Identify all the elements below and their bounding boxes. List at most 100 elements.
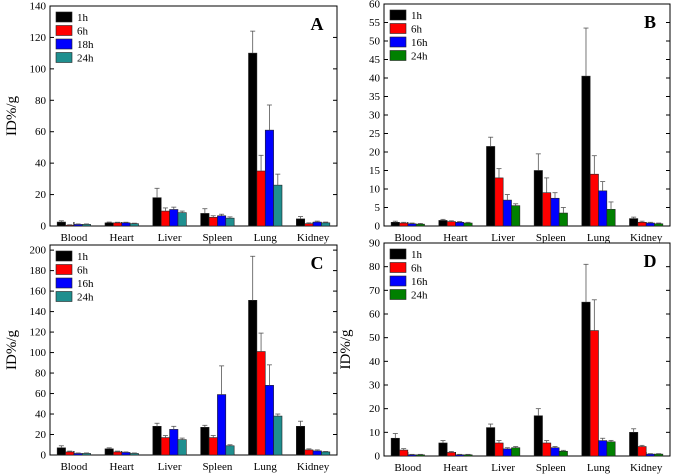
legend-swatch-6h: [389, 23, 407, 34]
bar-6h-spleen: [542, 192, 552, 227]
plot-frame: [49, 5, 338, 227]
legend-label-1h: 1h: [77, 12, 89, 24]
chart-panel-a: 0 20 40 60 80 100 120 140 ID%/g Blood Heart Liver Sp…: [4, 1, 338, 244]
bar-24h-heart: [129, 453, 139, 456]
bar-6h-blood: [399, 222, 409, 227]
y-tick-label: 60: [35, 388, 47, 400]
x-tick-label: Liver: [158, 461, 182, 473]
legend-swatch-6h: [55, 264, 73, 275]
bar-16h-heart: [455, 222, 465, 227]
y-tick-label: 60: [35, 126, 47, 138]
legend-swatch-1h: [389, 248, 407, 260]
y-tick-label: 20: [369, 147, 381, 159]
bar-6h-heart: [113, 222, 123, 227]
x-tick-label: Heart: [110, 461, 134, 473]
y-tick-label: 140: [30, 306, 47, 318]
x-tick-label: Spleen: [536, 232, 566, 244]
bar-6h-kidney: [304, 449, 314, 456]
bar-1h-liver: [486, 427, 496, 457]
bar-24h-blood: [415, 454, 425, 457]
legend-swatch-18h: [55, 38, 73, 50]
x-tick-label: Liver: [491, 232, 515, 244]
bar-6h-liver: [160, 210, 170, 227]
x-tick-label: Liver: [158, 232, 182, 244]
x-tick-label: Kidney: [630, 232, 663, 244]
bar-6h-liver: [160, 437, 170, 456]
bar-16h-spleen: [550, 447, 560, 457]
bar-6h-heart: [446, 221, 456, 227]
bar-6h-spleen: [208, 437, 218, 456]
bar-16h-lung: [598, 190, 608, 227]
y-axis-label: ID%/g: [4, 96, 20, 136]
panel-letter: A: [311, 14, 324, 34]
y-tick-label: 0: [41, 221, 47, 233]
bar-6h-lung: [589, 330, 599, 457]
bar-24h-spleen: [558, 450, 568, 457]
legend-swatch-16h: [389, 36, 407, 48]
bar-1h-spleen: [533, 170, 543, 227]
bar-1h-lung: [581, 301, 591, 457]
y-tick-label: 35: [369, 91, 381, 103]
bar-18h-liver: [169, 209, 179, 227]
legend-swatch-1h: [389, 9, 407, 21]
legend-swatch-24h: [389, 50, 407, 61]
bar-6h-lung: [589, 173, 599, 227]
x-tick-label: Lung: [254, 461, 278, 473]
bar-6h-spleen: [542, 442, 552, 457]
panel-letter: B: [644, 12, 656, 32]
legend-label-1h: 1h: [411, 10, 423, 22]
y-tick-label: 100: [30, 63, 47, 75]
y-tick-label: 200: [30, 245, 47, 257]
y-tick-label: 60: [369, 0, 381, 11]
bar-16h-blood: [407, 454, 417, 457]
bar-24h-liver: [511, 205, 521, 227]
bar-24h-liver: [511, 447, 521, 457]
bar-18h-heart: [121, 222, 131, 227]
y-axis-label: ID%/g: [4, 330, 20, 370]
legend-swatch-1h: [55, 11, 73, 23]
y-tick-label: 30: [369, 380, 381, 392]
legend-swatch-1h: [55, 250, 73, 262]
bar-24h-kidney: [321, 451, 331, 456]
legend-swatch-6h: [55, 25, 73, 36]
x-tick-label: Kidney: [630, 462, 663, 474]
y-tick-label: 40: [35, 409, 47, 421]
legend-swatch-16h: [389, 275, 407, 287]
legend-label-1h: 1h: [77, 251, 89, 263]
x-tick-label: Heart: [443, 462, 467, 474]
bar-1h-liver: [486, 146, 496, 227]
bar-16h-blood: [407, 223, 417, 227]
y-tick-label: 80: [369, 261, 381, 273]
bar-1h-liver: [152, 197, 162, 227]
chart-panel-d: 0 10 20 30 40 50 60 70 80 90 ID%/g Blood Heart Liver S…: [338, 238, 671, 474]
bar-16h-liver: [502, 448, 512, 457]
y-tick-label: 40: [369, 356, 381, 368]
bar-16h-spleen: [217, 394, 227, 456]
legend-label-24h: 24h: [411, 290, 428, 302]
y-tick-label: 20: [35, 429, 47, 441]
y-tick-label: 0: [375, 221, 381, 233]
bar-16h-spleen: [550, 197, 560, 227]
bar-18h-spleen: [217, 215, 227, 227]
y-tick-label: 120: [30, 327, 47, 339]
bar-1h-spleen: [200, 213, 210, 227]
bar-6h-blood: [65, 224, 75, 227]
bar-16h-heart: [455, 454, 465, 457]
y-tick-label: 40: [35, 158, 47, 170]
plot-frame: [383, 242, 671, 457]
bar-16h-kidney: [312, 450, 322, 456]
bar-24h-heart: [463, 222, 473, 227]
bar-6h-liver: [494, 177, 504, 227]
bar-1h-kidney: [629, 218, 639, 227]
y-tick-label: 120: [30, 32, 47, 44]
legend-label-24h: 24h: [411, 51, 428, 63]
bar-1h-spleen: [533, 415, 543, 457]
y-tick-label: 80: [35, 368, 47, 380]
y-tick-label: 160: [30, 286, 47, 298]
bar-24h-heart: [129, 223, 139, 227]
y-tick-label: 25: [369, 128, 381, 140]
bar-24h-lung: [606, 441, 616, 457]
x-tick-label: Kidney: [297, 461, 330, 473]
